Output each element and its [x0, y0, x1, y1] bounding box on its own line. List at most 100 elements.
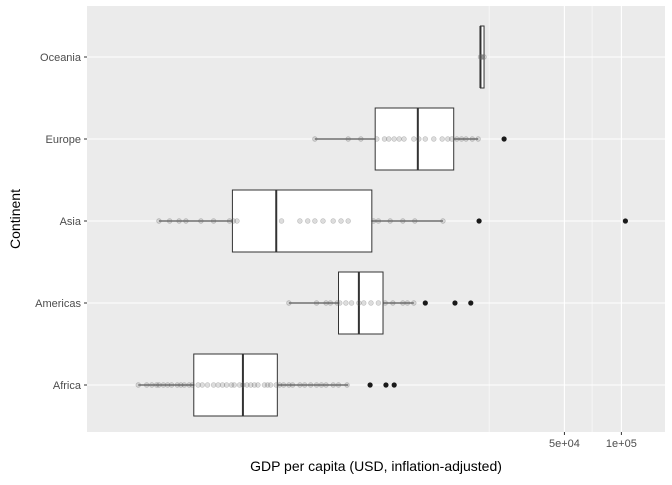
outlier-point	[622, 218, 629, 224]
data-point	[215, 382, 221, 388]
data-point	[164, 382, 171, 388]
data-point	[149, 382, 155, 388]
outlier-point	[367, 382, 373, 388]
data-point	[166, 218, 173, 224]
y-axis-title: Continent	[7, 189, 23, 249]
box-layer	[138, 25, 629, 417]
data-point	[267, 382, 274, 388]
data-point	[422, 136, 428, 142]
data-point	[404, 300, 411, 306]
data-point	[390, 300, 396, 306]
box-iqr	[338, 271, 384, 335]
data-point	[156, 218, 162, 224]
data-point	[153, 382, 160, 388]
data-point	[356, 300, 362, 306]
data-point	[276, 382, 283, 388]
data-point	[431, 136, 437, 142]
data-point	[189, 382, 195, 388]
data-point	[313, 382, 320, 388]
data-point	[236, 382, 243, 388]
data-point	[199, 382, 205, 388]
data-point	[289, 382, 296, 388]
data-point	[178, 382, 184, 388]
data-point	[240, 382, 246, 388]
data-point	[273, 382, 279, 388]
data-point	[231, 382, 237, 388]
data-point	[301, 382, 308, 388]
data-point	[481, 54, 487, 60]
data-point	[396, 136, 402, 142]
outlier-point	[391, 382, 397, 388]
data-point	[313, 300, 320, 306]
outlier-point	[452, 300, 458, 306]
box-iqr	[193, 353, 278, 417]
data-point	[198, 218, 204, 224]
data-point	[345, 136, 351, 142]
data-point	[320, 218, 326, 224]
data-point	[381, 136, 388, 142]
data-point	[318, 382, 325, 388]
data-point	[445, 136, 451, 142]
data-point	[411, 300, 417, 306]
data-point	[338, 218, 344, 224]
data-point	[219, 382, 226, 388]
data-point	[176, 218, 182, 224]
box-oceania	[479, 25, 485, 89]
data-point	[244, 382, 250, 388]
data-point	[251, 382, 258, 388]
outlier-point	[501, 136, 507, 142]
data-point	[479, 54, 485, 60]
data-point	[183, 218, 189, 224]
data-point	[297, 218, 303, 224]
box-europe	[314, 107, 507, 171]
data-point	[305, 218, 311, 224]
data-point	[477, 54, 484, 60]
data-point	[286, 382, 292, 388]
data-point	[264, 382, 271, 388]
box-africa	[138, 353, 397, 417]
data-point	[345, 218, 351, 224]
data-point	[228, 382, 235, 388]
data-point	[280, 382, 287, 388]
outlier-point	[468, 300, 474, 306]
data-point	[181, 382, 187, 388]
data-point	[230, 218, 237, 224]
data-point	[416, 136, 422, 142]
box-asia	[158, 189, 629, 253]
data-point	[439, 136, 445, 142]
data-point	[401, 136, 407, 142]
data-point	[210, 218, 217, 224]
data-point	[286, 300, 292, 306]
data-point	[469, 136, 476, 142]
data-point	[330, 382, 336, 388]
data-point	[143, 382, 150, 388]
x-tick-label: 1e+05	[606, 438, 637, 450]
data-point	[210, 382, 217, 388]
data-point	[312, 136, 318, 142]
data-point	[400, 300, 406, 306]
data-point	[411, 136, 417, 142]
data-point	[391, 136, 397, 142]
data-point	[337, 300, 343, 306]
data-point	[358, 136, 364, 142]
data-point	[375, 300, 382, 306]
y-tick-label: Asia	[60, 216, 82, 228]
data-point	[327, 300, 334, 306]
data-point	[475, 136, 481, 142]
data-point	[382, 300, 388, 306]
data-point	[312, 218, 318, 224]
data-point	[330, 218, 336, 224]
data-point	[440, 218, 446, 224]
data-point	[261, 382, 268, 388]
axis-layer: Africa Americas Asia Europe Oceania 5e+04 1e+0…	[35, 52, 637, 450]
data-point	[386, 136, 392, 142]
data-point	[248, 382, 254, 388]
data-point	[348, 300, 355, 306]
y-tick-label: Africa	[53, 380, 82, 392]
data-point	[156, 382, 162, 388]
outlier-point	[422, 300, 428, 306]
box-iqr	[374, 107, 455, 171]
data-point	[174, 382, 180, 388]
